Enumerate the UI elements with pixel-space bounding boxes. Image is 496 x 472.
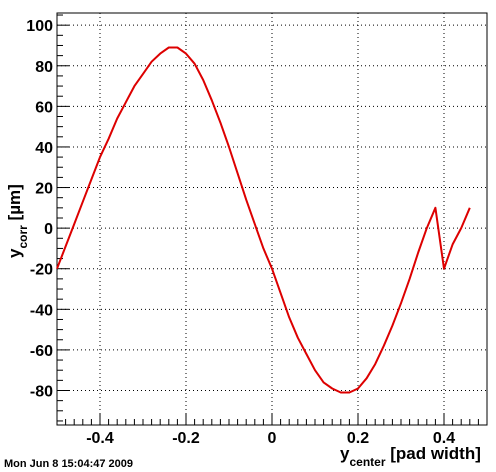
x-axis-title: ycenter [pad width] (340, 444, 481, 469)
x-tick-label: -0.2 (172, 430, 200, 447)
plot-frame (57, 13, 487, 425)
y-tick-label: -40 (30, 302, 53, 319)
y-tick-label: 40 (35, 140, 53, 157)
x-tick-label: -0.4 (86, 430, 114, 447)
y-tick-labels: -80 -60 -40 -20 0 20 40 60 80 100 (26, 18, 53, 400)
y-tick-label: 60 (35, 99, 53, 116)
y-axis-title: ycorr [µm] (5, 184, 30, 258)
y-tick-label: 0 (44, 221, 53, 238)
y-tick-label: -60 (30, 343, 53, 360)
y-tick-label: 20 (35, 181, 53, 198)
y-tick-label: -20 (30, 262, 53, 279)
timestamp: Mon Jun 8 15:04:47 2009 (4, 458, 133, 470)
y-tick-label: -80 (30, 383, 53, 400)
y-tick-label: 100 (26, 18, 53, 35)
y-tick-label: 80 (35, 59, 53, 76)
x-tick-label: 0.2 (347, 430, 369, 447)
x-tick-label: 0 (268, 430, 277, 447)
